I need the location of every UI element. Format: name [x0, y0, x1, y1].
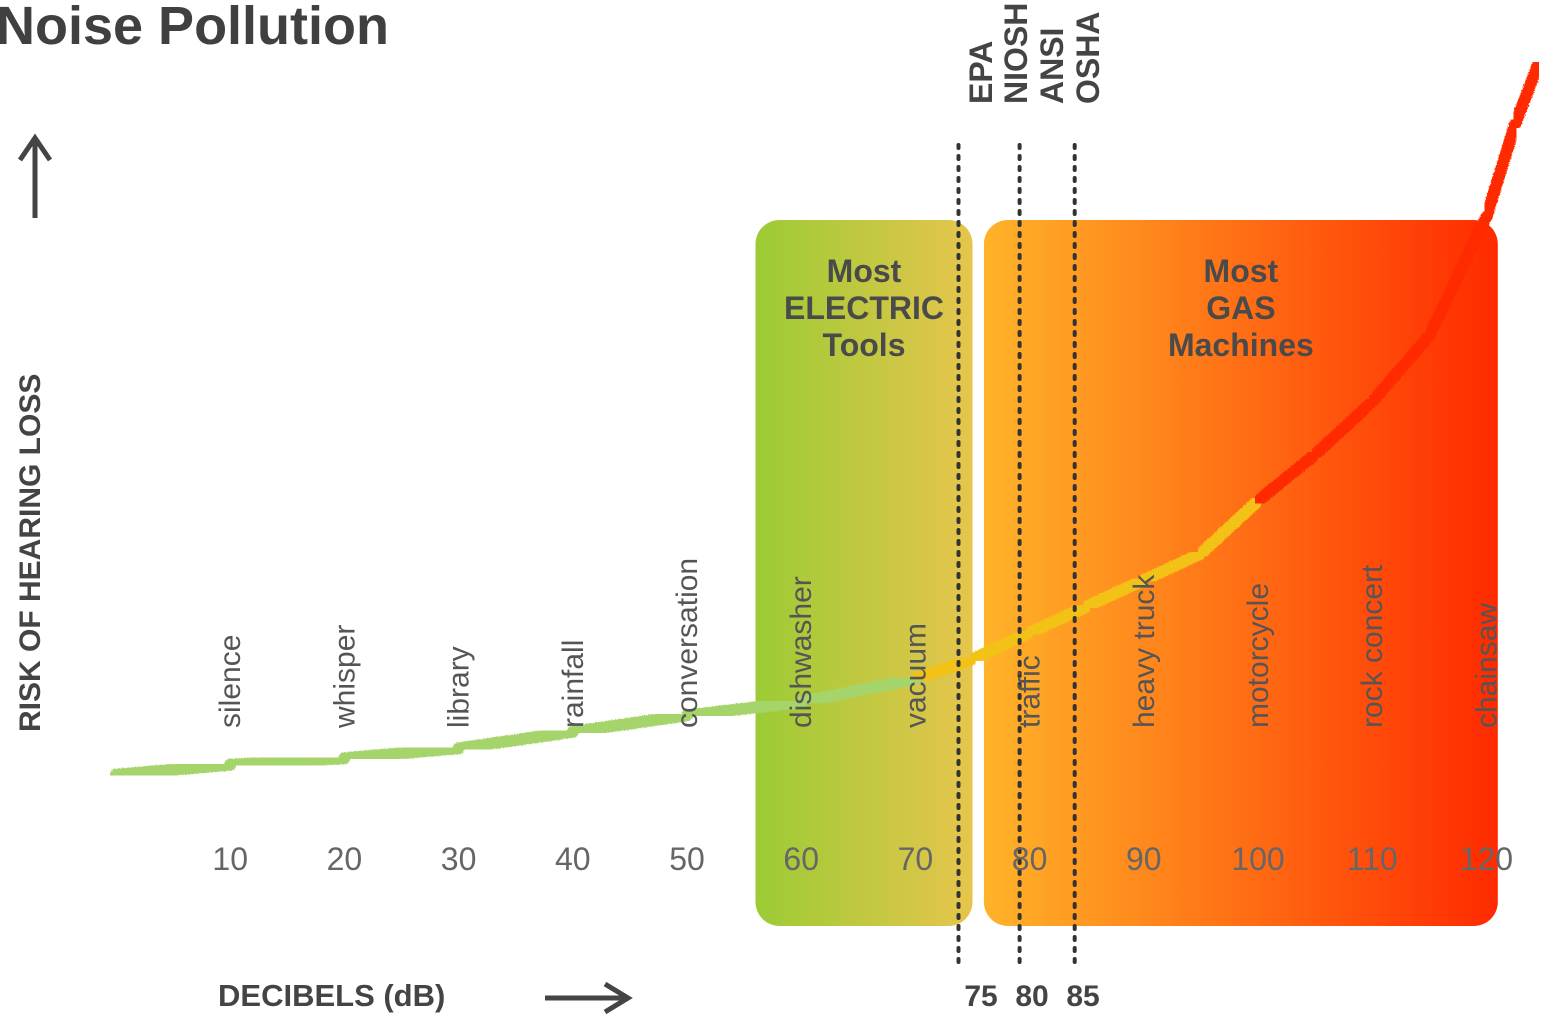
x-tick-label: 80: [1012, 841, 1048, 877]
x-tick-label: 110: [1347, 841, 1398, 877]
curve-segment: [1423, 211, 1493, 342]
sound-label: conversation: [671, 558, 704, 728]
curve-segment: [1508, 59, 1544, 131]
region-0-label-line: Tools: [823, 327, 906, 363]
threshold-top-label: ANSI: [1034, 28, 1070, 104]
curve-segment: [338, 742, 465, 765]
x-tick-labels: 10 20 30 40 50 60 70 80 90 100 110 120: [212, 841, 1513, 877]
x-axis-label: DECIBELS (dB): [218, 978, 445, 1013]
sound-label: whisper: [328, 625, 361, 729]
region-0-label-line: Most: [827, 253, 902, 289]
sound-label: motorcycle: [1242, 583, 1275, 728]
x-tick-label: 70: [898, 841, 934, 877]
sound-label: traffic: [1014, 655, 1047, 728]
y-axis-arrow-icon: [17, 133, 53, 218]
region-0-box: [755, 220, 973, 926]
sound-label: library: [443, 646, 476, 728]
threshold-bottom-label: 80: [1015, 980, 1048, 1013]
chart-title: Noise Pollution: [0, 0, 389, 56]
sound-labels: silence whisper library rainfall conversatio…: [214, 558, 1503, 729]
axes-layer: [10, 110, 1566, 915]
curve-segment: [1252, 448, 1322, 507]
curve-segment: [566, 709, 693, 738]
curve-segment: [1080, 574, 1150, 613]
curve-segment: [1309, 395, 1379, 461]
x-tick-label: 50: [669, 841, 705, 877]
curve-segment: [224, 752, 351, 771]
threshold-top-label: OSHA: [1070, 12, 1106, 104]
curve-segment: [1366, 329, 1436, 408]
curve-segment: [1480, 118, 1521, 223]
x-tick-label: 100: [1231, 841, 1284, 877]
x-tick-label: 20: [327, 841, 363, 877]
x-axis-arrow-icon: [545, 981, 633, 1015]
curve-segment: [1137, 547, 1207, 586]
sound-label: heavy truck: [1128, 574, 1161, 728]
region-1-label-line: Most: [1204, 253, 1279, 289]
thresholds-layer: EPA NIOSH ANSI OSHA 75 80 85: [956, 3, 1106, 1013]
x-tick-label: 60: [783, 841, 819, 877]
region-1-label-line: Machines: [1168, 327, 1314, 363]
x-tick-label: 40: [555, 841, 591, 877]
x-tick-label: 90: [1126, 841, 1162, 877]
curve-segment: [681, 696, 808, 722]
threshold-top-label: NIOSH: [998, 3, 1034, 104]
x-tick-label: 30: [441, 841, 477, 877]
region-0-label-line: ELECTRIC: [784, 290, 944, 326]
sound-label: vacuum: [899, 623, 932, 728]
curve-segment: [966, 626, 1036, 666]
curve-segment: [452, 725, 579, 755]
curve-segment: [1194, 494, 1264, 560]
threshold-bottom-label: 75: [964, 980, 997, 1013]
region-1-label-line: GAS: [1206, 290, 1275, 326]
curve-segment: [909, 653, 979, 685]
curve-segment: [795, 673, 922, 709]
y-axis-label: RISK OF HEARING LOSS: [14, 374, 47, 732]
curve-segment: [1023, 600, 1093, 639]
x-tick-label: 10: [212, 841, 248, 877]
risk-curve: [110, 59, 1544, 781]
sound-label: silence: [214, 635, 247, 728]
sound-label: dishwasher: [785, 576, 818, 728]
threshold-bottom-label: 85: [1066, 980, 1099, 1013]
sound-label: rainfall: [557, 640, 590, 728]
sound-label: chainsaw: [1470, 603, 1503, 728]
x-tick-label: 120: [1460, 841, 1513, 877]
sound-label: rock concert: [1356, 564, 1389, 728]
threshold-top-label: EPA: [963, 41, 999, 104]
